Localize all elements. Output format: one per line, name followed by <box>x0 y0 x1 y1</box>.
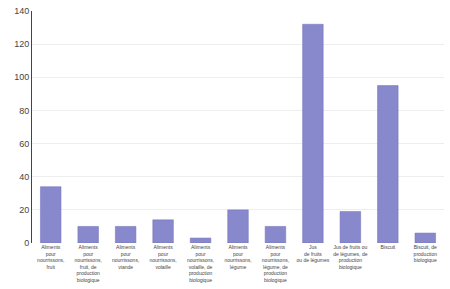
svg-text:60: 60 <box>19 139 29 149</box>
svg-text:Jusde fruitsou de légumes: Jusde fruitsou de légumes <box>297 244 330 263</box>
svg-text:100: 100 <box>14 72 29 82</box>
svg-text:Alimentspournourrissons,volail: Alimentspournourrissons,volaille <box>149 244 176 270</box>
svg-text:20: 20 <box>19 205 29 215</box>
svg-text:120: 120 <box>14 39 29 49</box>
svg-text:80: 80 <box>19 106 29 116</box>
svg-text:Alimentspournourrissons,volail: Alimentspournourrissons,volaille, deprod… <box>187 244 214 283</box>
svg-text:Alimentspournourrissons,fruit: Alimentspournourrissons,fruit <box>37 244 64 270</box>
svg-text:Alimentspournourrissons,viande: Alimentspournourrissons,viande <box>112 244 139 270</box>
svg-text:140: 140 <box>14 6 29 16</box>
svg-text:0: 0 <box>24 238 29 248</box>
svg-text:40: 40 <box>19 172 29 182</box>
svg-text:Alimentspournourrissons,légume: Alimentspournourrissons,légume <box>224 244 251 270</box>
svg-text:Alimentspournourrissons,légume: Alimentspournourrissons,légume, deproduc… <box>262 244 289 283</box>
svg-text:Biscuit, deproductionbiologiqu: Biscuit, deproductionbiologique <box>414 244 438 263</box>
svg-text:Biscuit: Biscuit <box>380 244 395 250</box>
svg-text:Jus de fruits oude légumes, de: Jus de fruits oude légumes, deproduction… <box>333 244 367 270</box>
svg-text:Alimentspournourrissons,fruit,: Alimentspournourrissons,fruit, deproduct… <box>75 244 102 283</box>
